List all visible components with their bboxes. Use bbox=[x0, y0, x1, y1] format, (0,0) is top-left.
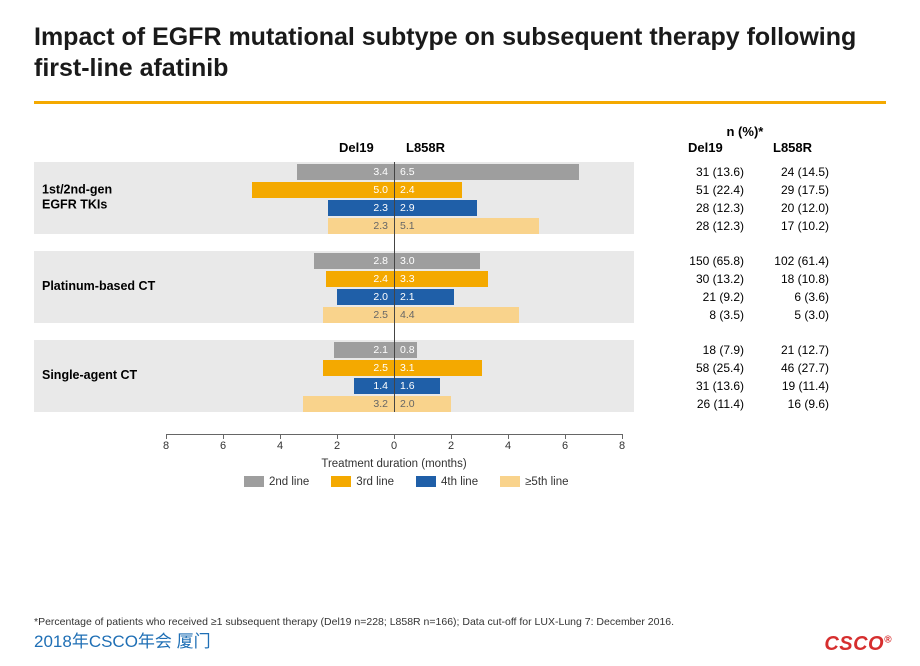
x-tick-label: 2 bbox=[334, 440, 340, 452]
npct-left: 28 (12.3) bbox=[674, 218, 744, 234]
npct-left: 150 (65.8) bbox=[674, 253, 744, 269]
x-tick-label: 4 bbox=[505, 440, 511, 452]
legend-label: ≥5th line bbox=[525, 476, 568, 488]
bar-value-left: 2.1 bbox=[364, 342, 392, 358]
bar-value-right: 0.8 bbox=[396, 342, 426, 358]
legend-label: 4th line bbox=[441, 476, 478, 488]
title-block: Impact of EGFR mutational subtype on sub… bbox=[0, 0, 920, 91]
legend-item: 2nd line bbox=[244, 476, 309, 488]
npct-right: 46 (27.7) bbox=[759, 360, 829, 376]
npct-right: 20 (12.0) bbox=[759, 200, 829, 216]
bar-value-right: 2.9 bbox=[396, 200, 426, 216]
bar-value-left: 2.5 bbox=[364, 307, 392, 323]
bar-value-left: 3.2 bbox=[364, 396, 392, 412]
npct-right: 24 (14.5) bbox=[759, 164, 829, 180]
csco-logo: CSCO® bbox=[824, 633, 892, 656]
npct-header-left: Del19 bbox=[688, 140, 723, 156]
legend-swatch bbox=[331, 476, 351, 487]
col-header-right: L858R bbox=[406, 140, 445, 156]
npct-left: 8 (3.5) bbox=[674, 307, 744, 323]
legend-swatch bbox=[416, 476, 436, 487]
legend-swatch bbox=[244, 476, 264, 487]
x-tick bbox=[565, 434, 566, 439]
bar-value-left: 1.4 bbox=[364, 378, 392, 394]
legend-label: 3rd line bbox=[356, 476, 394, 488]
x-tick bbox=[622, 434, 623, 439]
title-rule bbox=[34, 101, 886, 104]
legend: 2nd line 3rd line 4th line ≥5th line bbox=[244, 476, 569, 488]
x-tick-label: 8 bbox=[619, 440, 625, 452]
x-tick-label: 2 bbox=[448, 440, 454, 452]
bar-value-left: 3.4 bbox=[364, 164, 392, 180]
bar-value-left: 2.8 bbox=[364, 253, 392, 269]
bar-value-left: 2.0 bbox=[364, 289, 392, 305]
bar-value-right: 2.1 bbox=[396, 289, 426, 305]
bar-value-right: 2.4 bbox=[396, 182, 426, 198]
npct-left: 58 (25.4) bbox=[674, 360, 744, 376]
npct-header-right: L858R bbox=[773, 140, 812, 156]
group-label: Single-agent CT bbox=[42, 368, 137, 384]
group-label: 1st/2nd-genEGFR TKIs bbox=[42, 182, 112, 213]
npct-right: 19 (11.4) bbox=[759, 378, 829, 394]
x-tick bbox=[337, 434, 338, 439]
bar-value-right: 5.1 bbox=[396, 218, 426, 234]
bar-value-left: 2.3 bbox=[364, 218, 392, 234]
bar-value-right: 3.0 bbox=[396, 253, 426, 269]
npct-right: 102 (61.4) bbox=[759, 253, 829, 269]
bar-value-right: 1.6 bbox=[396, 378, 426, 394]
x-tick bbox=[508, 434, 509, 439]
bar-value-left: 2.5 bbox=[364, 360, 392, 376]
npct-left: 26 (11.4) bbox=[674, 396, 744, 412]
x-axis-title: Treatment duration (months) bbox=[321, 458, 466, 470]
bar-value-right: 2.0 bbox=[396, 396, 426, 412]
x-tick bbox=[394, 434, 395, 439]
bar-value-left: 2.3 bbox=[364, 200, 392, 216]
legend-swatch bbox=[500, 476, 520, 487]
npct-left: 21 (9.2) bbox=[674, 289, 744, 305]
page-title: Impact of EGFR mutational subtype on sub… bbox=[34, 22, 886, 85]
npct-header: n (%)* bbox=[727, 124, 764, 139]
npct-left: 28 (12.3) bbox=[674, 200, 744, 216]
chart-area: Del19L858Rn (%)*Del19L858R1st/2nd-genEGF… bbox=[34, 134, 886, 554]
legend-item: 3rd line bbox=[331, 476, 394, 488]
bar-value-right: 3.3 bbox=[396, 271, 426, 287]
x-tick-label: 0 bbox=[391, 440, 397, 452]
npct-right: 29 (17.5) bbox=[759, 182, 829, 198]
npct-right: 5 (3.0) bbox=[759, 307, 829, 323]
npct-left: 30 (13.2) bbox=[674, 271, 744, 287]
bar-value-left: 2.4 bbox=[364, 271, 392, 287]
bar-value-right: 3.1 bbox=[396, 360, 426, 376]
npct-right: 18 (10.8) bbox=[759, 271, 829, 287]
footer-text: 2018年CSCO年会 厦门 bbox=[34, 627, 211, 652]
x-tick bbox=[280, 434, 281, 439]
axis-zero-line bbox=[394, 162, 395, 412]
legend-item: ≥5th line bbox=[500, 476, 568, 488]
x-tick-label: 6 bbox=[562, 440, 568, 452]
x-tick-label: 4 bbox=[277, 440, 283, 452]
x-tick bbox=[451, 434, 452, 439]
npct-left: 18 (7.9) bbox=[674, 342, 744, 358]
x-tick-label: 6 bbox=[220, 440, 226, 452]
x-tick bbox=[166, 434, 167, 439]
x-tick bbox=[223, 434, 224, 439]
npct-right: 17 (10.2) bbox=[759, 218, 829, 234]
npct-left: 51 (22.4) bbox=[674, 182, 744, 198]
npct-left: 31 (13.6) bbox=[674, 164, 744, 180]
npct-right: 6 (3.6) bbox=[759, 289, 829, 305]
x-tick-label: 8 bbox=[163, 440, 169, 452]
col-header-left: Del19 bbox=[339, 140, 374, 156]
bar-value-right: 6.5 bbox=[396, 164, 426, 180]
npct-right: 16 (9.6) bbox=[759, 396, 829, 412]
bar-value-right: 4.4 bbox=[396, 307, 426, 323]
npct-left: 31 (13.6) bbox=[674, 378, 744, 394]
group-label: Platinum-based CT bbox=[42, 279, 155, 295]
legend-item: 4th line bbox=[416, 476, 478, 488]
npct-right: 21 (12.7) bbox=[759, 342, 829, 358]
bar-value-left: 5.0 bbox=[364, 182, 392, 198]
legend-label: 2nd line bbox=[269, 476, 309, 488]
